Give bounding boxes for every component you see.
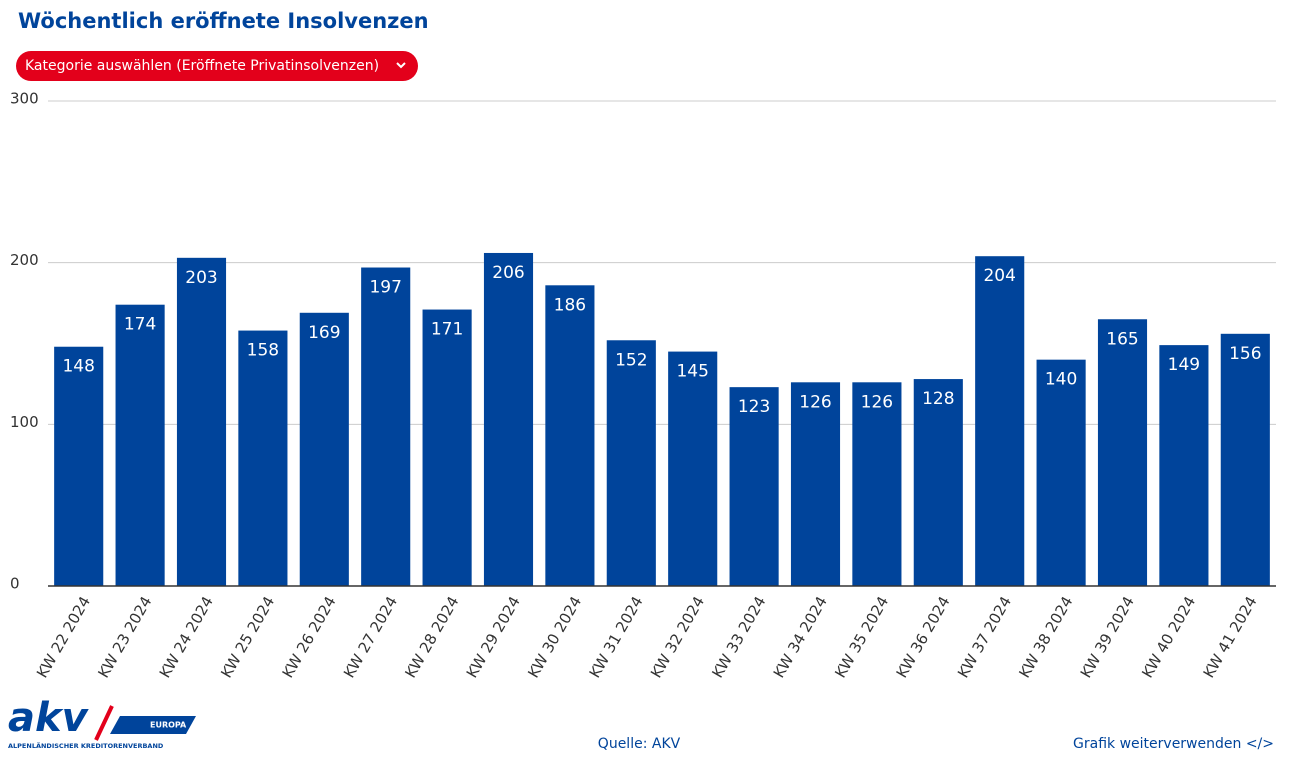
bar [668,351,718,586]
value-label: 165 [1106,329,1138,349]
x-tick-label: KW 41 2024 [1200,593,1261,681]
bar [54,346,104,586]
x-tick-label: KW 35 2024 [831,593,892,681]
x-tick-label: KW 37 2024 [954,593,1015,681]
x-tick-label: KW 22 2024 [33,593,94,681]
bar [1097,319,1148,586]
chart-title: Wöchentlich eröffnete Insolvenzen [18,9,429,33]
bar [545,285,595,586]
bar [299,312,349,586]
x-tick-label: KW 26 2024 [279,593,340,681]
value-label: 148 [62,357,94,377]
x-tick-label: KW 31 2024 [586,593,647,681]
value-label: 171 [431,320,463,340]
y-tick-label: 200 [10,251,39,269]
x-tick-label: KW 38 2024 [1015,593,1076,681]
y-tick-label: 100 [10,413,39,431]
x-tick-label: KW 32 2024 [647,593,708,681]
value-label: 145 [676,362,708,382]
dropdown-label[interactable]: Kategorie auswählen (Eröffnete Privatins… [25,58,379,74]
bar [790,382,841,586]
source: Quelle: AKV [598,736,681,752]
value-label: 149 [1168,355,1200,375]
bar [422,309,472,586]
value-label: 186 [554,295,586,315]
value-label: 203 [185,268,217,288]
value-label: 206 [492,263,524,283]
x-tick-label: KW 28 2024 [401,593,462,681]
value-label: 126 [861,392,893,412]
share-link[interactable]: Grafik weiterverwenden </> [1073,736,1274,752]
bar [1159,345,1209,586]
value-label: 174 [124,315,156,335]
bar [483,252,534,586]
value-label: 140 [1045,370,1077,390]
bar [361,267,411,586]
x-tick-label: KW 33 2024 [708,593,769,681]
bar [1220,333,1270,586]
x-tick-label: KW 29 2024 [463,593,524,681]
x-tick-label: KW 25 2024 [217,593,278,681]
bar [238,330,288,586]
x-tick-label: KW 39 2024 [1077,593,1138,681]
logo-band [110,716,196,734]
value-label: 152 [615,350,647,370]
bar [975,256,1025,586]
logo-tagline: ALPENLÄNDISCHER KREDITORENVERBAND [8,741,164,750]
bar [1036,359,1086,586]
bar [852,382,902,586]
dropdown[interactable] [16,51,418,81]
value-label: 169 [308,323,340,343]
value-label: 204 [983,266,1015,286]
x-tick-label: KW 27 2024 [340,593,401,681]
y-tick-label: 0 [10,575,20,593]
value-label: 126 [799,392,831,412]
x-tick-label: KW 34 2024 [770,593,831,681]
bar [606,340,656,586]
bar [176,257,227,586]
bar [913,379,963,586]
value-label: 197 [369,278,401,298]
logo-region: EUROPA [150,721,187,730]
logo-slash [94,705,114,741]
x-tick-label: KW 30 2024 [524,593,585,681]
y-tick-label: 300 [10,90,39,108]
dropdown-icon [396,62,406,69]
logo-name: akv [8,695,90,741]
x-tick-label: KW 40 2024 [1138,593,1199,681]
value-label: 156 [1229,344,1261,364]
x-tick-label: KW 24 2024 [156,593,217,681]
bar [729,387,779,586]
bar [115,304,165,586]
value-label: 158 [247,341,279,361]
x-tick-label: KW 36 2024 [893,593,954,681]
value-label: 123 [738,397,770,417]
value-label: 128 [922,389,954,409]
x-tick-label: KW 23 2024 [94,593,155,681]
